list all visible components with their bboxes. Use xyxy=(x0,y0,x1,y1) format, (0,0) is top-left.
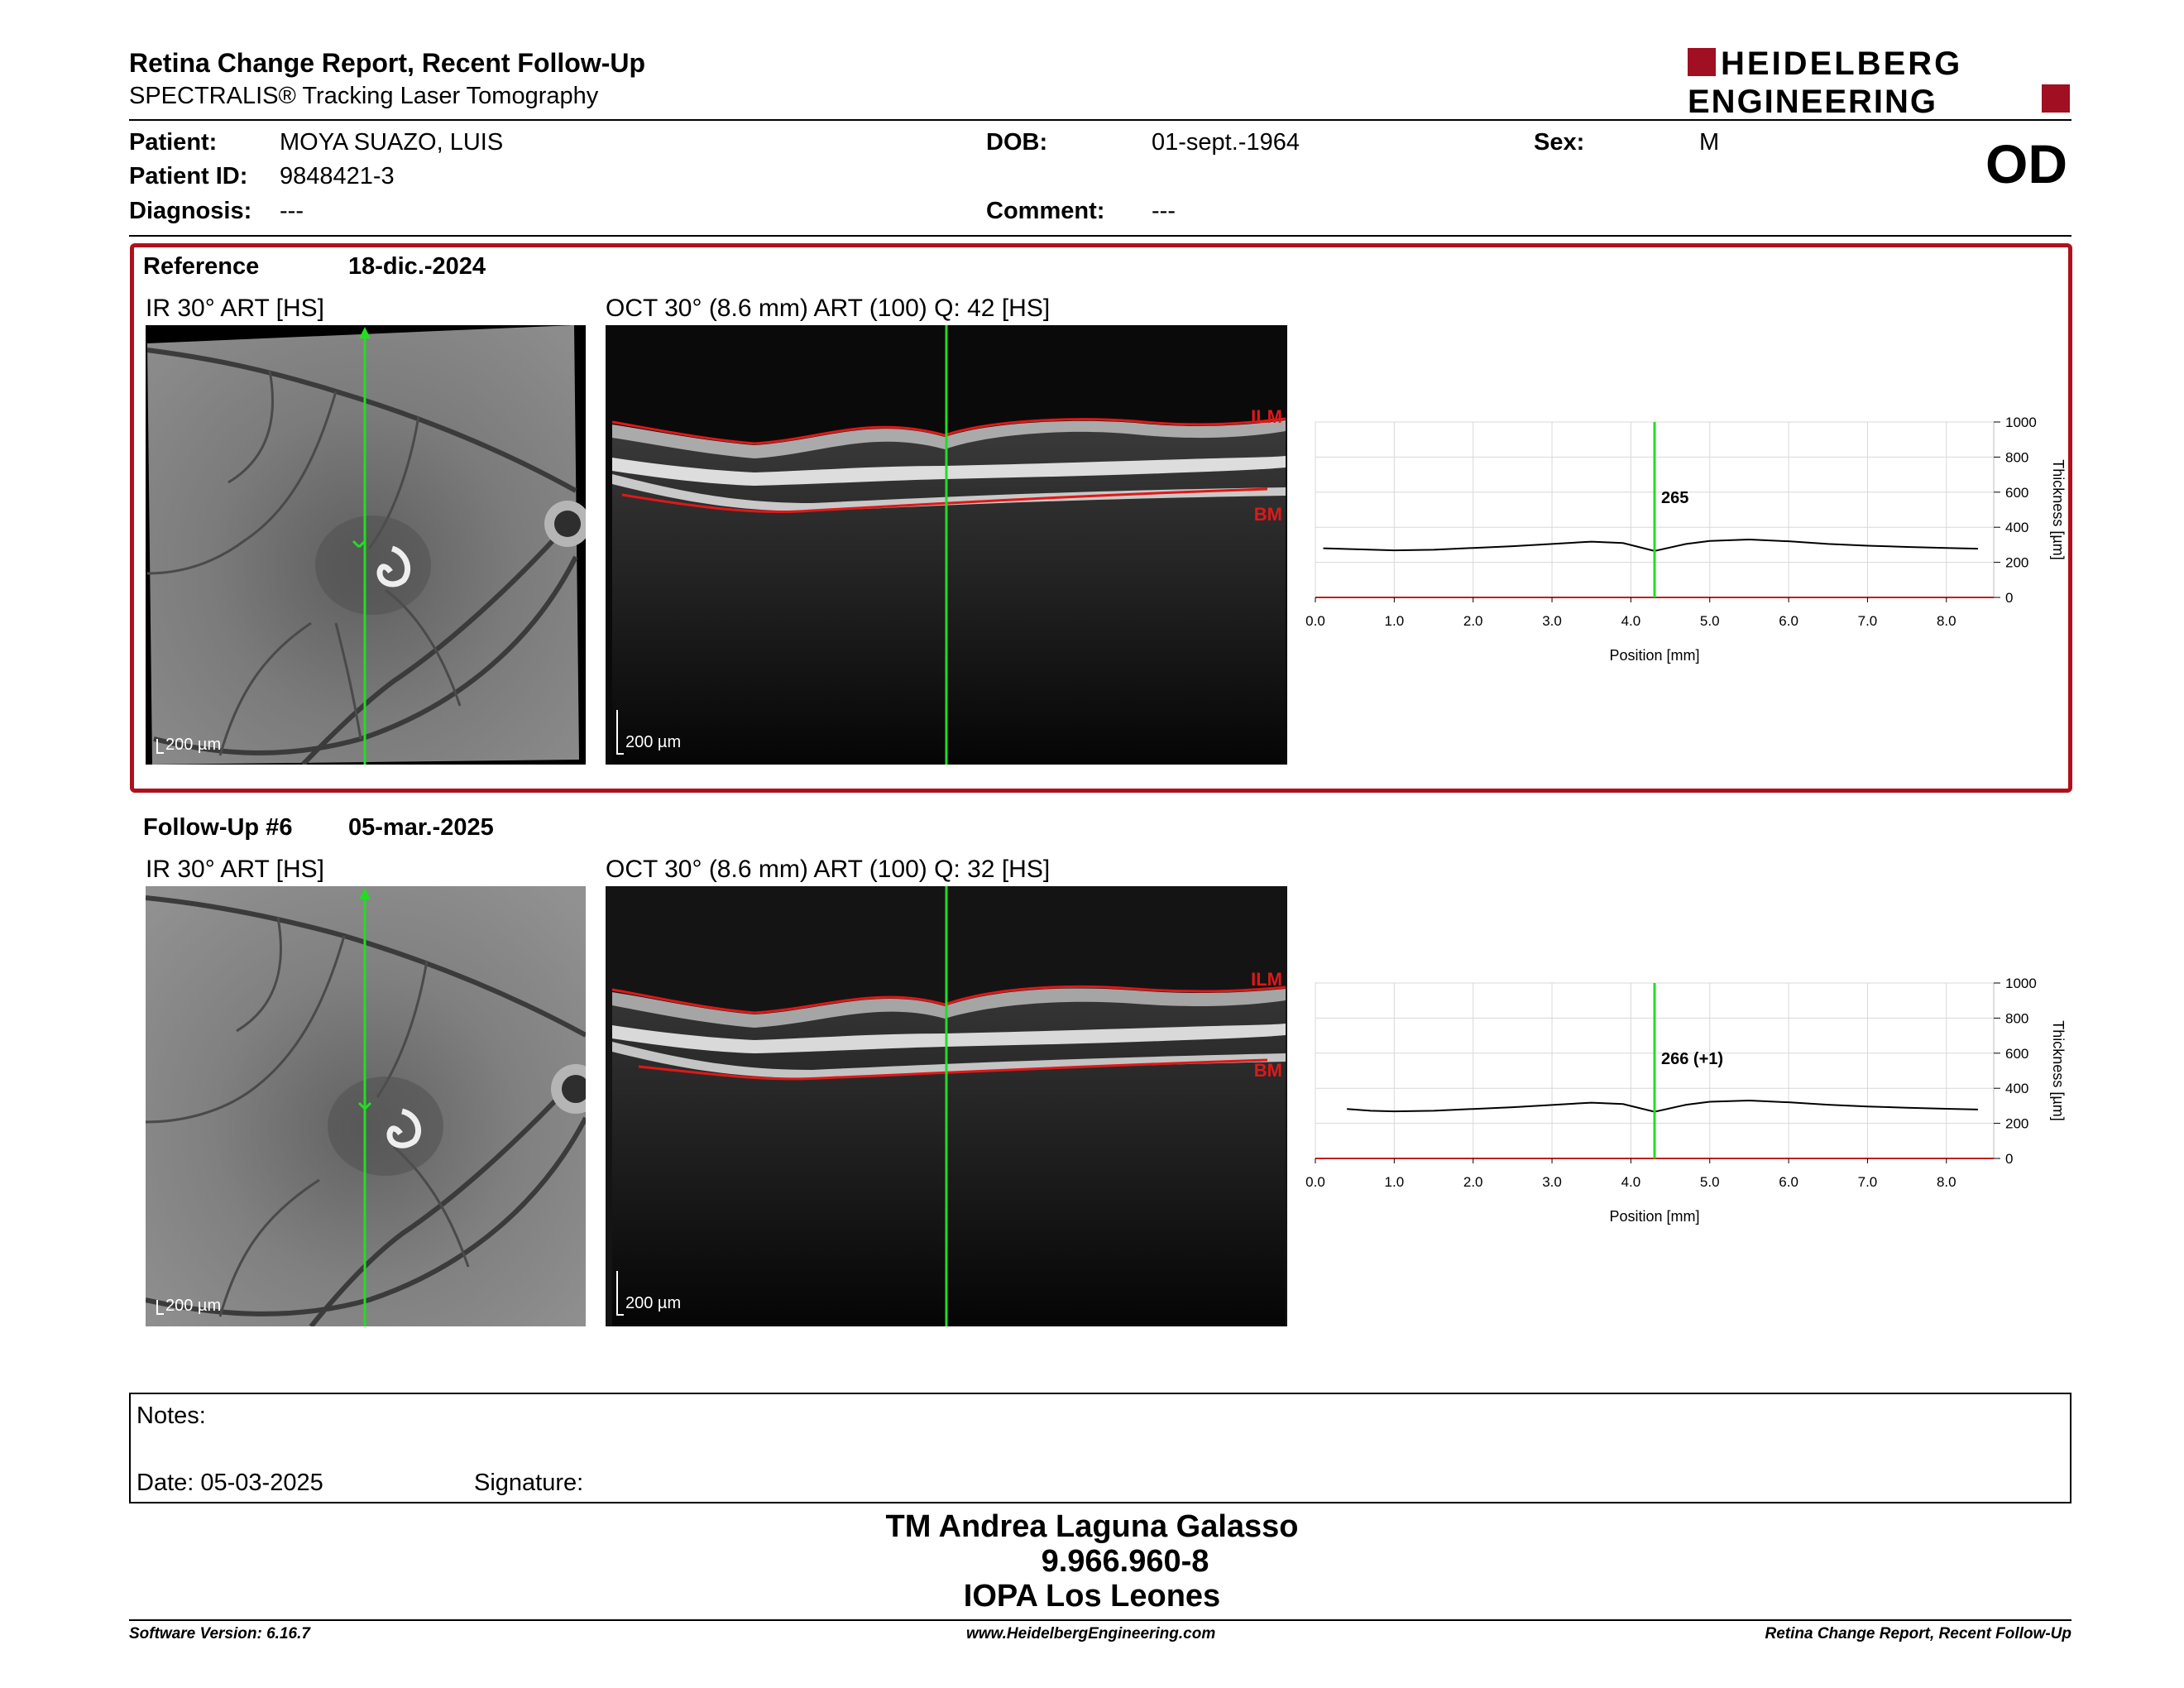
svg-text:ILM: ILM xyxy=(1251,406,1282,427)
y-tick-label: 800 xyxy=(2005,1010,2028,1026)
svg-text:HEIDELBERG: HEIDELBERG xyxy=(1721,46,1962,82)
report-title: Retina Change Report, Recent Follow-Up xyxy=(129,48,646,78)
x-tick-label: 5.0 xyxy=(1700,1174,1720,1190)
header-divider xyxy=(129,119,2071,121)
x-tick-label: 0.0 xyxy=(1305,613,1325,629)
y-tick-label: 1000 xyxy=(2005,415,2037,430)
signer-institution: IOPA Los Leones xyxy=(963,1579,1221,1614)
reference-oct-title: OCT 30° (8.6 mm) ART (100) Q: 42 [HS] xyxy=(606,295,1051,322)
signer-name: TM Andrea Laguna Galasso xyxy=(885,1509,1299,1544)
followup-ir-title: IR 30° ART [HS] xyxy=(146,856,324,883)
reference-ir-title: IR 30° ART [HS] xyxy=(146,295,324,322)
footer-website-link[interactable]: www.HeidelbergEngineering.com xyxy=(966,1625,1216,1642)
x-tick-label: 3.0 xyxy=(1542,1174,1562,1190)
x-tick-label: 2.0 xyxy=(1463,1174,1483,1190)
followup-thickness-chart: 0 200 400 600 800 1000 0.0 1.0 2.0 3.0 4.0 5.0 6.0 7.… xyxy=(1305,976,2067,1225)
x-tick-label: 3.0 xyxy=(1542,613,1562,629)
marker-value-label: 265 xyxy=(1661,489,1688,507)
notes-box xyxy=(129,1393,2071,1503)
marker-value-label: 266 (+1) xyxy=(1661,1050,1723,1068)
y-tick-label: 200 xyxy=(2005,1116,2028,1132)
footer-software-version: Software Version: 6.16.7 xyxy=(129,1625,310,1642)
svg-text:ENGINEERING: ENGINEERING xyxy=(1688,84,1937,116)
y-tick-label: 0 xyxy=(2005,590,2013,606)
diagnosis-value: --- xyxy=(280,198,304,224)
x-tick-label: 5.0 xyxy=(1700,613,1720,629)
reference-thickness-chart: 0 200 400 600 800 1000 0.0 1.0 2.0 3.0 4.0 5.0 6.0 7.… xyxy=(1305,415,2067,664)
footer-report-name: Retina Change Report, Recent Follow-Up xyxy=(1765,1625,2071,1642)
x-axis-label: Position [mm] xyxy=(1609,647,1699,664)
x-tick-label: 0.0 xyxy=(1305,1174,1325,1190)
y-tick-label: 600 xyxy=(2005,485,2028,501)
followup-oct-title: OCT 30° (8.6 mm) ART (100) Q: 32 [HS] xyxy=(606,856,1051,883)
x-tick-label: 6.0 xyxy=(1779,1174,1798,1190)
svg-text:BM: BM xyxy=(1254,504,1282,525)
dob-label: DOB: xyxy=(986,129,1048,156)
patient-divider xyxy=(129,235,2071,237)
patient-name-label: Patient: xyxy=(129,129,218,156)
y-tick-label: 400 xyxy=(2005,1081,2028,1096)
reference-oct-bscan-image: ILM BM 200 µm xyxy=(606,325,1287,765)
signature-label: Signature: xyxy=(474,1470,584,1496)
svg-text:BM: BM xyxy=(1254,1060,1282,1081)
report-subtitle: SPECTRALIS® Tracking Laser Tomography xyxy=(129,83,599,109)
reference-date: 18-dic.-2024 xyxy=(348,253,486,280)
notes-label: Notes: xyxy=(136,1403,206,1429)
svg-text:200 µm: 200 µm xyxy=(625,1294,681,1312)
eye-indicator: OD xyxy=(1985,133,2067,194)
signer-id: 9.966.960-8 xyxy=(1041,1544,1209,1579)
patient-id-label: Patient ID: xyxy=(129,163,248,189)
y-tick-label: 0 xyxy=(2005,1151,2013,1167)
followup-label: Follow-Up #6 xyxy=(143,814,293,841)
x-tick-label: 8.0 xyxy=(1937,1174,1956,1190)
reference-frame xyxy=(130,243,2072,793)
svg-text:ILM: ILM xyxy=(1251,969,1282,990)
footer-divider xyxy=(129,1619,2071,1621)
y-axis-label: Thickness [µm] xyxy=(2050,459,2067,559)
svg-text:200 µm: 200 µm xyxy=(625,733,681,751)
x-tick-label: 1.0 xyxy=(1385,1174,1405,1190)
y-tick-label: 600 xyxy=(2005,1046,2028,1062)
comment-label: Comment: xyxy=(986,198,1105,224)
followup-oct-bscan-image: ILM BM 200 µm xyxy=(606,886,1287,1326)
dob-value: 01-sept.-1964 xyxy=(1152,129,1300,156)
diagnosis-label: Diagnosis: xyxy=(129,198,252,224)
patient-id: 9848421-3 xyxy=(280,163,395,189)
x-tick-label: 6.0 xyxy=(1779,613,1798,629)
y-tick-label: 400 xyxy=(2005,520,2028,535)
x-tick-label: 2.0 xyxy=(1463,613,1483,629)
sex-label: Sex: xyxy=(1534,129,1585,156)
y-tick-label: 1000 xyxy=(2005,976,2037,991)
x-tick-label: 1.0 xyxy=(1385,613,1405,629)
y-tick-label: 200 xyxy=(2005,555,2028,571)
x-axis-label: Position [mm] xyxy=(1609,1208,1699,1225)
notes-date: Date: 05-03-2025 xyxy=(136,1470,323,1496)
patient-name: MOYA SUAZO, LUIS xyxy=(280,129,504,156)
svg-text:200 µm: 200 µm xyxy=(165,736,221,754)
comment-value: --- xyxy=(1152,198,1176,224)
sex-value: M xyxy=(1699,129,1720,156)
reference-label: Reference xyxy=(143,253,260,280)
y-tick-label: 800 xyxy=(2005,449,2028,465)
followup-date: 05-mar.-2025 xyxy=(348,814,494,841)
heidelberg-logo: HEIDELBERG ENGINEERING xyxy=(1688,46,2070,116)
x-tick-label: 8.0 xyxy=(1937,613,1956,629)
followup-ir-fundus-image: 200 µm xyxy=(146,886,586,1326)
x-tick-label: 4.0 xyxy=(1621,613,1641,629)
reference-ir-fundus-image: 200 µm xyxy=(146,325,586,765)
x-tick-label: 7.0 xyxy=(1858,1174,1878,1190)
x-tick-label: 7.0 xyxy=(1858,613,1878,629)
svg-text:200 µm: 200 µm xyxy=(165,1297,221,1315)
x-tick-label: 4.0 xyxy=(1621,1174,1641,1190)
y-axis-label: Thickness [µm] xyxy=(2050,1020,2067,1120)
